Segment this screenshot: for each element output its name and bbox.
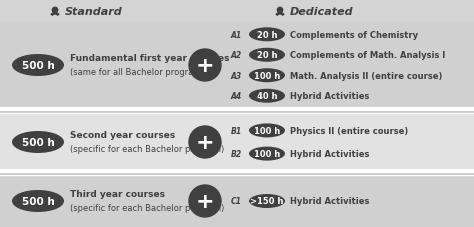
- Text: 20 h: 20 h: [257, 31, 277, 40]
- Circle shape: [189, 185, 221, 217]
- Text: 500 h: 500 h: [22, 137, 55, 147]
- Text: B1: B1: [231, 126, 242, 135]
- FancyBboxPatch shape: [0, 175, 474, 227]
- Text: Complements of Math. Analysis I: Complements of Math. Analysis I: [290, 51, 445, 60]
- Text: 100 h: 100 h: [254, 149, 280, 158]
- Ellipse shape: [12, 55, 64, 77]
- Ellipse shape: [249, 69, 285, 83]
- Ellipse shape: [249, 194, 285, 208]
- Text: C1: C1: [231, 197, 242, 206]
- FancyBboxPatch shape: [0, 0, 474, 22]
- FancyBboxPatch shape: [0, 22, 474, 109]
- Text: (same for all Bachelor programs): (same for all Bachelor programs): [70, 68, 209, 77]
- Text: B2: B2: [231, 149, 242, 158]
- Circle shape: [189, 50, 221, 82]
- Ellipse shape: [249, 28, 285, 42]
- Text: 500 h: 500 h: [22, 61, 55, 71]
- Text: 100 h: 100 h: [254, 72, 280, 80]
- Text: 500 h: 500 h: [22, 196, 55, 206]
- Text: Second year courses: Second year courses: [70, 131, 175, 140]
- Ellipse shape: [12, 190, 64, 212]
- Text: Physics II (entire course): Physics II (entire course): [290, 126, 408, 135]
- Text: +: +: [196, 56, 214, 76]
- Text: (specific for each Bachelor program): (specific for each Bachelor program): [70, 204, 224, 212]
- Ellipse shape: [249, 49, 285, 62]
- Text: Hybrid Activities: Hybrid Activities: [290, 149, 369, 158]
- Ellipse shape: [249, 124, 285, 138]
- Text: Fundamental first year courses: Fundamental first year courses: [70, 54, 229, 63]
- Text: +: +: [196, 191, 214, 211]
- Text: 20 h: 20 h: [257, 51, 277, 60]
- Text: 100 h: 100 h: [254, 126, 280, 135]
- Ellipse shape: [249, 147, 285, 161]
- Text: A4: A4: [231, 92, 242, 101]
- Ellipse shape: [12, 131, 64, 153]
- Circle shape: [52, 8, 58, 14]
- Text: A2: A2: [231, 51, 242, 60]
- Text: Math. Analysis II (entire course): Math. Analysis II (entire course): [290, 72, 442, 80]
- Text: +: +: [196, 132, 214, 152]
- Text: Hybrid Activities: Hybrid Activities: [290, 197, 369, 206]
- Ellipse shape: [249, 89, 285, 103]
- Text: >150 h: >150 h: [250, 197, 283, 206]
- Circle shape: [277, 8, 283, 14]
- Text: Third year courses: Third year courses: [70, 190, 165, 199]
- Text: Standard: Standard: [65, 7, 123, 17]
- Text: Hybrid Activities: Hybrid Activities: [290, 92, 369, 101]
- Text: A1: A1: [231, 31, 242, 40]
- Text: 40 h: 40 h: [257, 92, 277, 101]
- Text: Dedicated: Dedicated: [290, 7, 354, 17]
- Circle shape: [189, 126, 221, 158]
- Text: (specific for each Bachelor program): (specific for each Bachelor program): [70, 145, 224, 154]
- Text: A3: A3: [231, 72, 242, 80]
- Text: Complements of Chemistry: Complements of Chemistry: [290, 31, 418, 40]
- FancyBboxPatch shape: [0, 114, 474, 171]
